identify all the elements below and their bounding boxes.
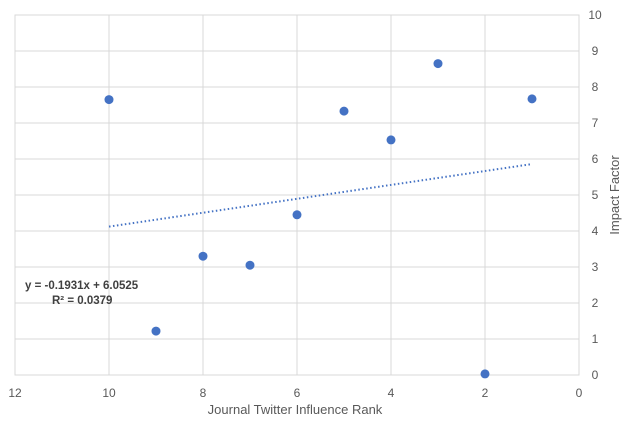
trendline-equation: y = -0.1931x + 6.0525 [25,280,139,292]
x-tick-label: 4 [388,386,395,400]
data-point [527,94,537,104]
x-tick-label: 2 [482,386,489,400]
data-point [104,95,114,105]
gridlines [14,14,580,376]
plot-border [14,14,580,376]
y-tick-labels: 0 1 2 3 4 5 6 7 8 9 10 [588,8,602,382]
x-tick-label: 10 [102,386,116,400]
x-axis-title: Journal Twitter Influence Rank [208,402,383,417]
y-tick-label: 2 [592,296,599,310]
x-tick-label: 6 [294,386,301,400]
data-point [151,326,161,336]
x-tick-label: 0 [576,386,583,400]
x-tick-label: 12 [8,386,22,400]
y-axis-title: Impact Factor [607,155,622,235]
trendline-r-squared: R² = 0.0379 [52,295,112,307]
data-point [433,59,443,69]
y-tick-label: 8 [592,80,599,94]
y-tick-label: 7 [592,116,599,130]
x-tick-labels: 12 10 8 6 4 2 0 [8,386,582,400]
y-tick-label: 3 [592,260,599,274]
y-tick-label: 5 [592,188,599,202]
data-point [386,135,396,145]
trendline [108,163,533,228]
trendline-layer [108,163,533,228]
data-point [480,369,490,379]
data-point [339,106,349,116]
data-point [292,210,302,220]
y-tick-label: 10 [588,8,602,22]
data-point [245,260,255,270]
data-point [198,251,208,261]
y-tick-label: 0 [592,368,599,382]
x-tick-label: 8 [200,386,207,400]
y-tick-label: 1 [592,332,599,346]
y-tick-label: 6 [592,152,599,166]
data-points [104,59,537,379]
y-tick-label: 9 [592,44,599,58]
y-tick-label: 4 [592,224,599,238]
